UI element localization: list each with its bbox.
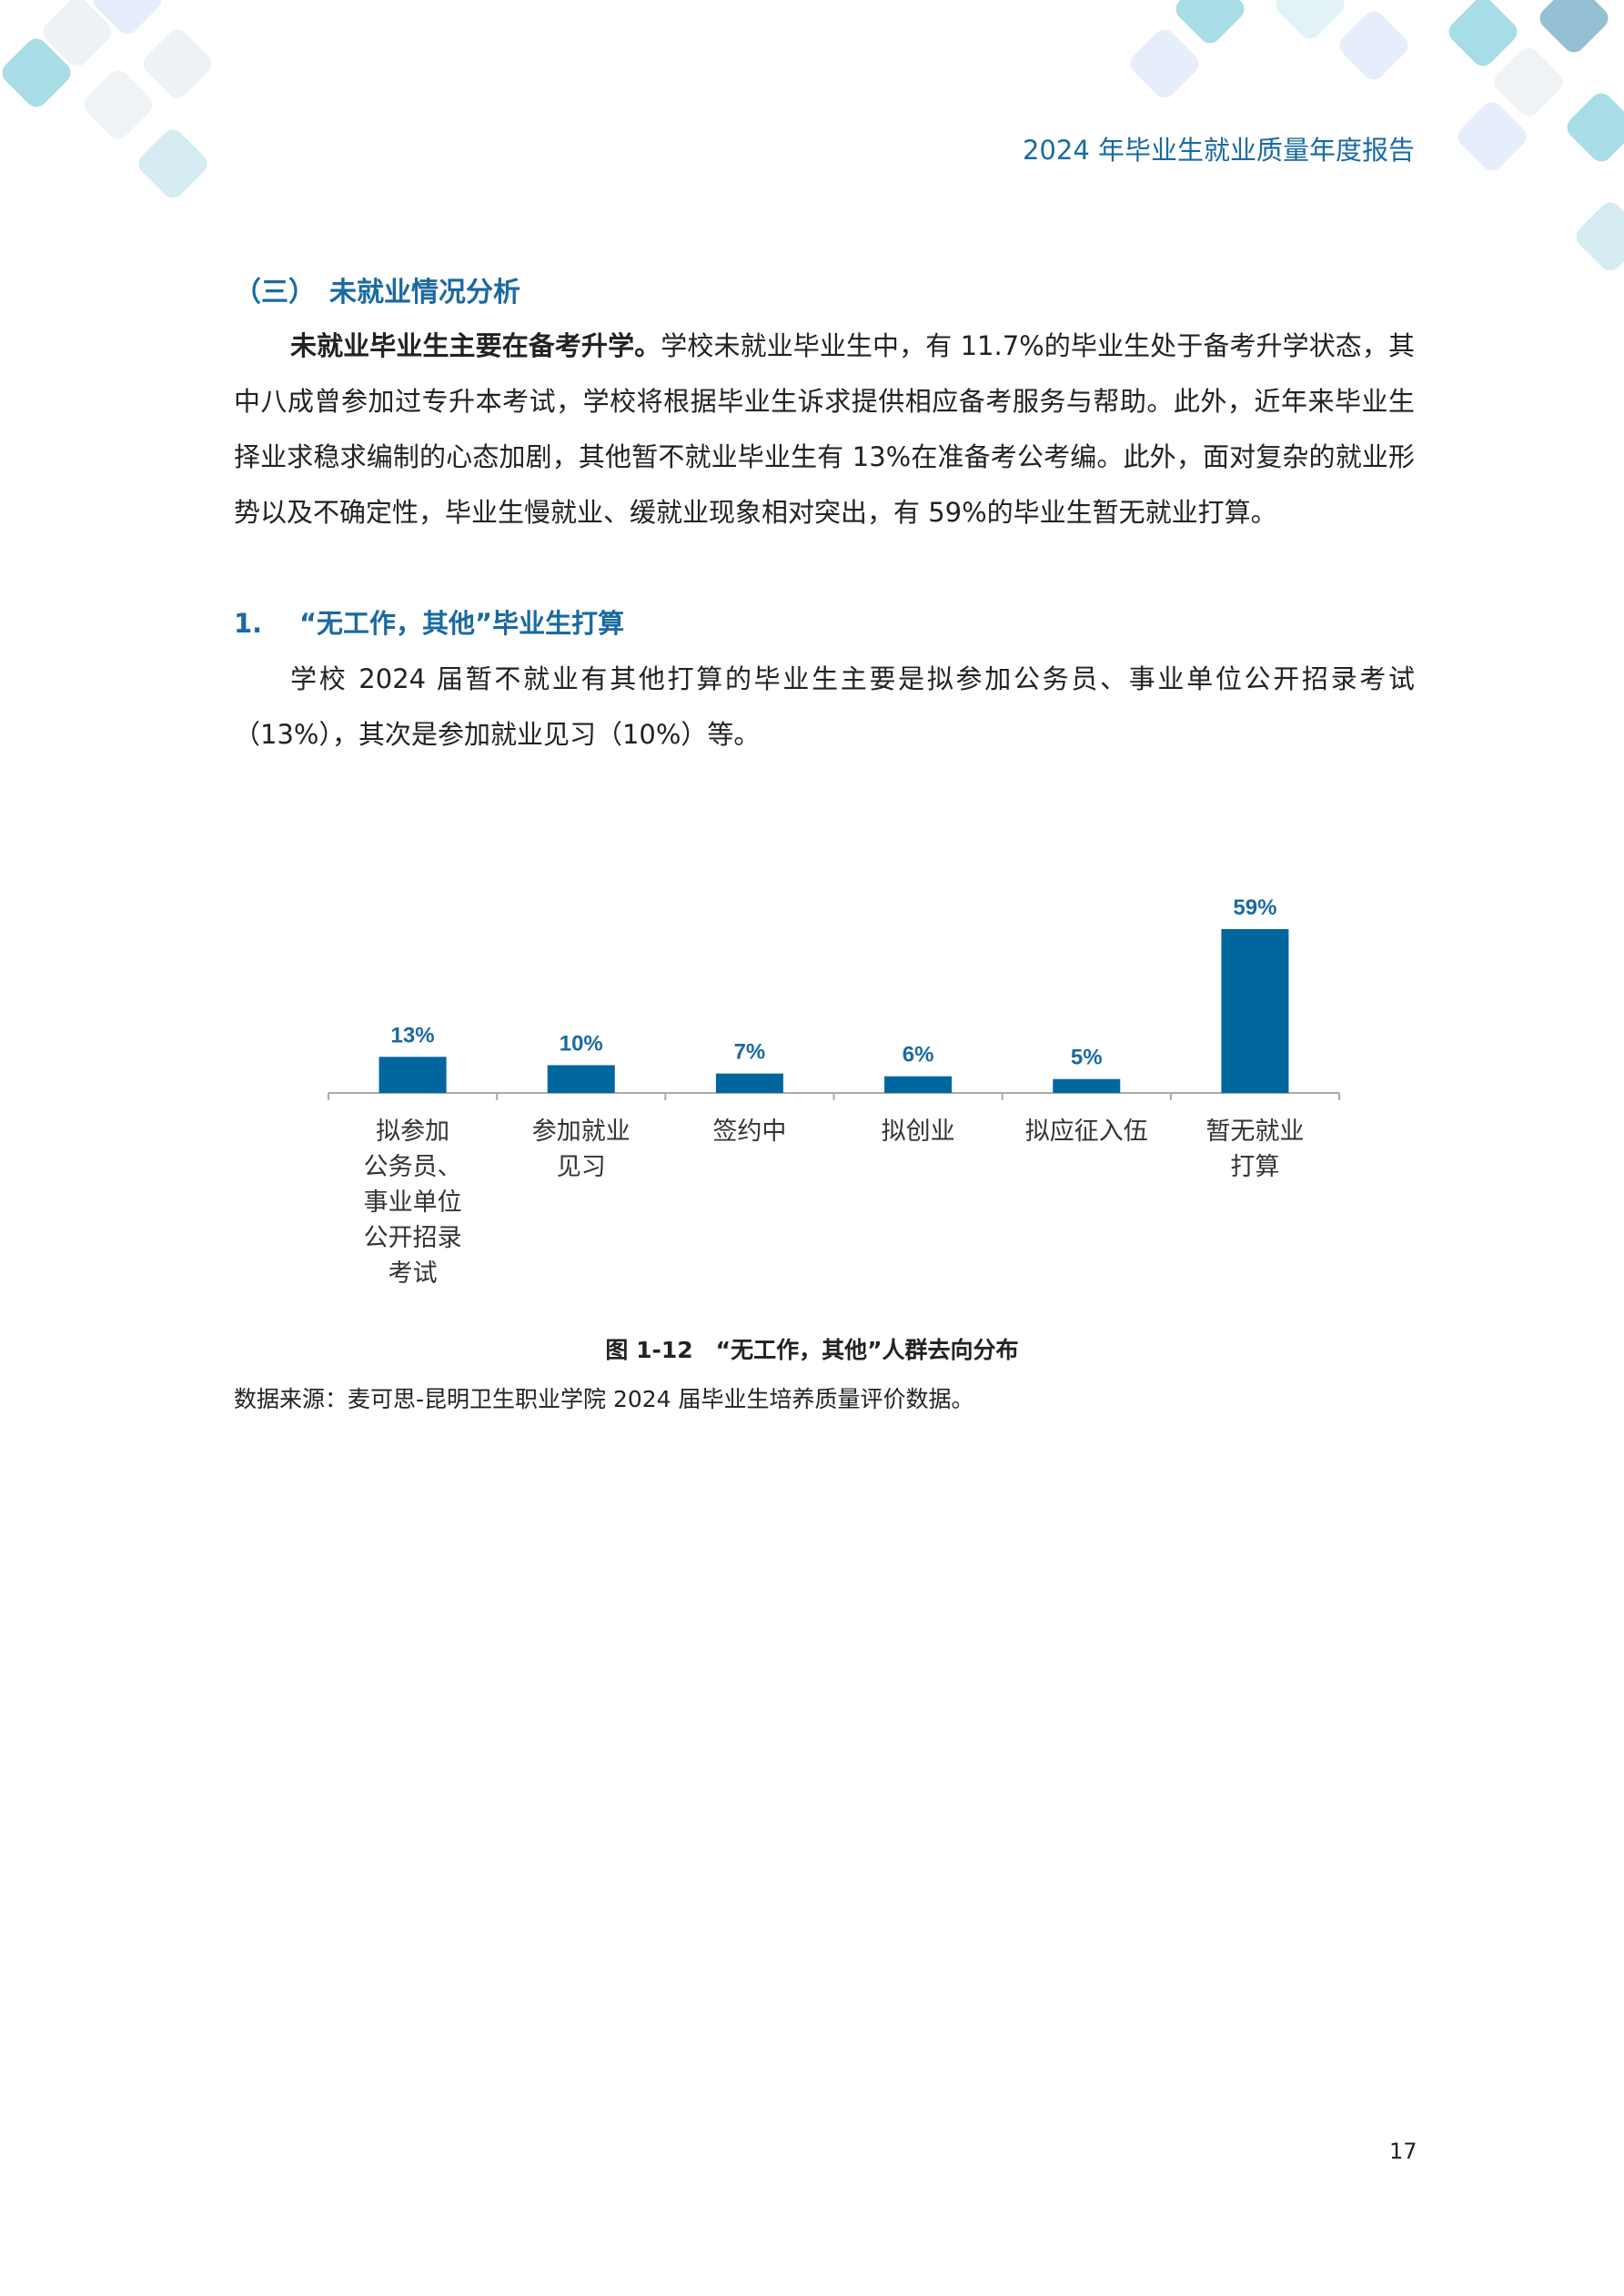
data-label: 6%: [903, 1043, 934, 1067]
data-label: 59%: [1233, 895, 1276, 920]
page-number: 17: [1389, 2139, 1417, 2164]
bar: [1053, 1078, 1121, 1093]
category-label: 事业单位: [364, 1188, 462, 1217]
category-label: 拟参加: [376, 1118, 449, 1146]
data-label: 10%: [560, 1031, 603, 1056]
paragraph-unemployed-analysis: 未就业毕业生主要在备考升学。学校未就业毕业生中，有 11.7%的毕业生处于备考升…: [234, 319, 1415, 541]
category-label: 考试: [388, 1259, 438, 1288]
bar: [378, 1057, 447, 1093]
category-label: 拟创业: [882, 1118, 955, 1146]
category-label: 公开招录: [364, 1224, 462, 1252]
subheading-title: “无工作，其他”毕业生打算: [299, 608, 625, 639]
bar: [884, 1076, 953, 1093]
category-label: 拟应征入伍: [1025, 1118, 1148, 1146]
paragraph-lead: 未就业毕业生主要在备考升学。: [290, 330, 661, 361]
category-label: 签约中: [712, 1118, 786, 1146]
category-label: 参加就业: [532, 1118, 630, 1146]
running-header: 2024 年毕业生就业质量年度报告: [1022, 135, 1415, 166]
figure-caption: 图 1-12 “无工作，其他”人群去向分布: [605, 1337, 1019, 1363]
subheading: 1. “无工作，其他”毕业生打算: [234, 602, 624, 641]
bar-chart: 13% 拟参加公务员、事业单位公开招录考试 10% 参加就业见习 7% 签约中 6% 拟创业 5…: [328, 895, 1340, 1288]
data-source: 数据来源：麦可思-昆明卫生职业学院 2024 届毕业生培养质量评价数据。: [234, 1386, 974, 1412]
data-label: 5%: [1071, 1046, 1103, 1070]
bar: [715, 1073, 783, 1093]
category-label: 打算: [1230, 1153, 1279, 1181]
data-label: 13%: [391, 1023, 435, 1047]
data-label: 7%: [734, 1040, 766, 1065]
bar: [1221, 929, 1289, 1093]
section-heading: （三） 未就业情况分析: [234, 277, 520, 308]
decorative-diamond-pattern: [2, 0, 1624, 271]
category-label: 暂无就业: [1205, 1118, 1304, 1146]
paragraph-other-plans: 学校 2024 届暂不就业有其他打算的毕业生主要是拟参加公务员、事业单位公开招录…: [234, 663, 1415, 750]
category-label: 见习: [557, 1153, 606, 1181]
category-label: 公务员、: [364, 1153, 462, 1181]
subheading-number: 1.: [234, 608, 263, 639]
bar: [547, 1065, 615, 1093]
paragraph-text: 学校未就业毕业生中，有 11.7%的毕业生处于备考升学状态，其中八成曾参加过专升…: [234, 330, 1415, 528]
